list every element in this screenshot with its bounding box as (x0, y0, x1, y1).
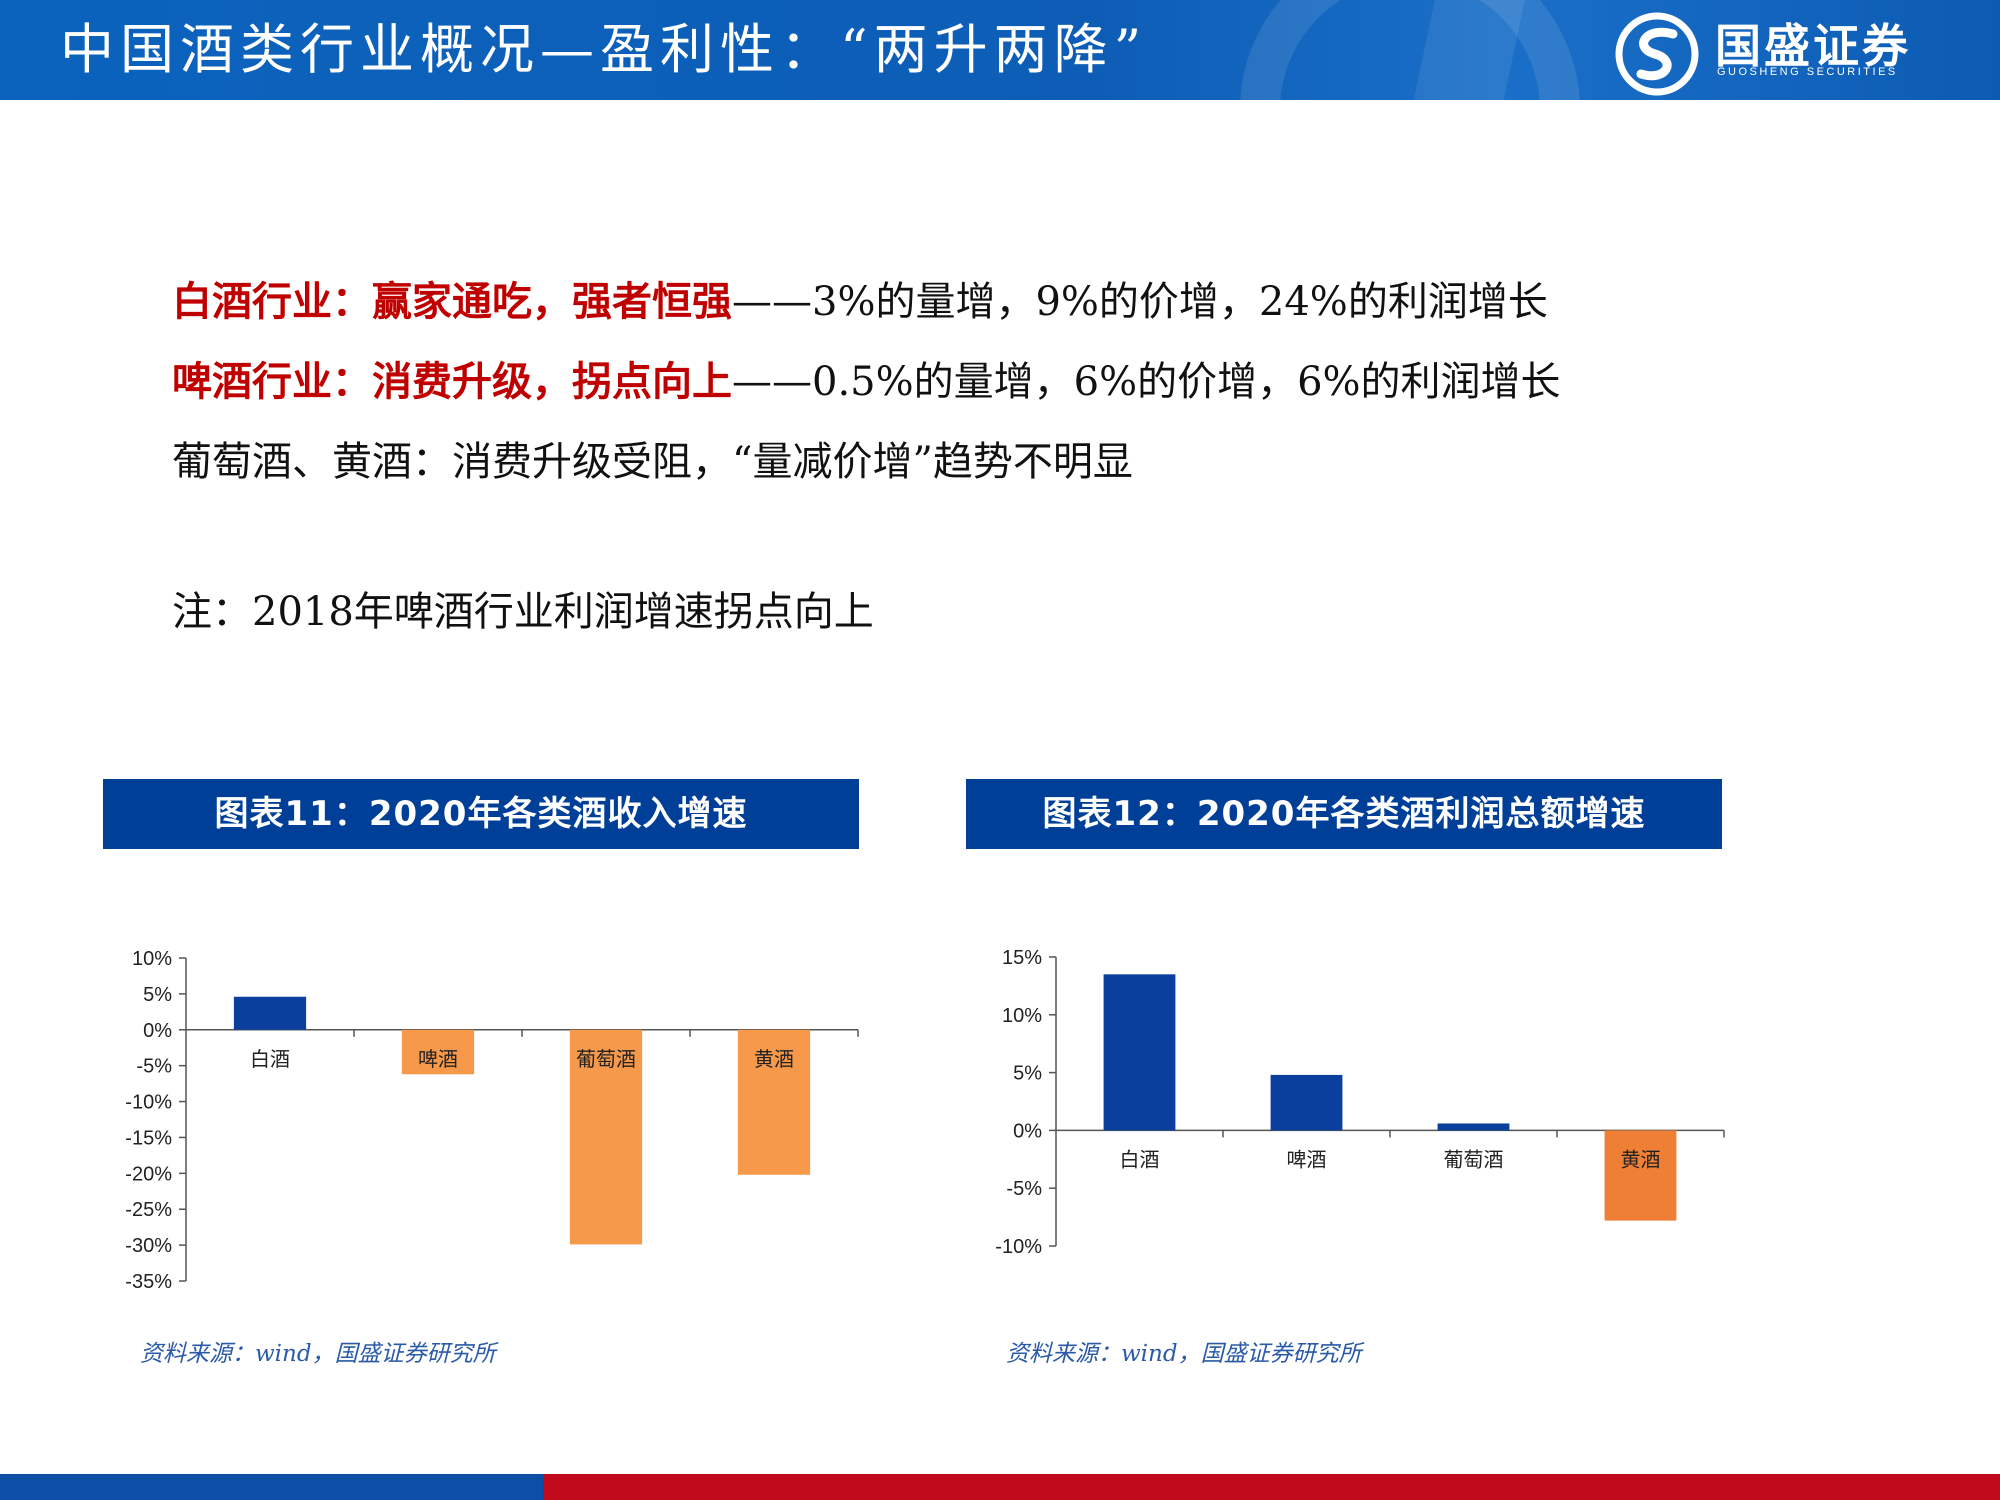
bar-1-1 (401, 1029, 475, 1075)
y-tick-label: -35% (125, 1271, 172, 1293)
revenue-growth-chart: 10% 5% 0% -5% -10% -15% -20% -25% -30% -35% 白酒 啤酒 葡萄… (125, 948, 859, 1293)
y-tick-label: -30% (125, 1235, 172, 1257)
x-category-label: 葡萄酒 (1444, 1147, 1504, 1171)
footer-bar-blue (0, 1474, 543, 1500)
y-tick-label: 10% (1002, 1005, 1042, 1027)
chart-title-profit: 图表12：2020年各类酒利润总额增速 (966, 779, 1722, 849)
bar-2-0 (1103, 974, 1176, 1131)
summary-line-baijiu: 白酒行业：赢家通吃，强者恒强——3%的量增，9%的价增，24%的利润增长 (172, 262, 1561, 342)
line-highlight: 啤酒行业：消费升级，拐点向上 (172, 358, 732, 405)
y-tick-label: 10% (132, 948, 172, 970)
source-note: 资料来源：wind，国盛证券研究所 (1006, 1341, 1362, 1367)
bar-2-2 (1437, 1123, 1510, 1131)
bar-2-3 (1604, 1130, 1677, 1221)
x-category-label: 白酒 (1120, 1147, 1160, 1171)
y-tick-label: 5% (143, 984, 172, 1006)
logo-subtext: GUOSHENG SECURITIES (1717, 66, 1898, 78)
profit-growth-chart: 15% 10% 5% 0% -5% -10% 白酒 啤酒 葡萄酒 黄酒 (995, 947, 1725, 1258)
logo-text: 国盛证券 (1715, 19, 1911, 73)
y-tick-label: 5% (1013, 1063, 1042, 1085)
line-text: 葡萄酒、黄酒：消费升级受阻，“量减价增”趋势不明显 (172, 439, 1133, 485)
y-tick-label: -25% (125, 1199, 172, 1221)
bar-1-2 (569, 1029, 643, 1245)
note-text: 注：2018年啤酒行业利润增速拐点向上 (172, 589, 874, 635)
y-tick-label: -10% (125, 1092, 172, 1114)
line-text: ——0.5%的量增，6%的价增，6%的利润增长 (732, 359, 1561, 405)
x-category-label: 黄酒 (1621, 1147, 1661, 1171)
y-tick-label: -20% (125, 1163, 172, 1185)
y-tick-label: -10% (995, 1236, 1042, 1258)
bar-1-0 (233, 996, 307, 1030)
x-category-label: 啤酒 (418, 1047, 458, 1071)
y-tick-label: 0% (143, 1020, 172, 1042)
summary-line-wine: 葡萄酒、黄酒：消费升级受阻，“量减价增”趋势不明显 (172, 422, 1561, 502)
logo-emblem-icon (1615, 12, 1699, 96)
x-category-label: 啤酒 (1287, 1147, 1327, 1171)
line-highlight: 白酒行业：赢家通吃，强者恒强 (172, 278, 732, 325)
bar-2-1 (1270, 1074, 1343, 1131)
y-tick-label: 0% (1013, 1120, 1042, 1142)
summary-line-beer: 啤酒行业：消费升级，拐点向上——0.5%的量增，6%的价增，6%的利润增长 (172, 342, 1561, 422)
x-category-label: 葡萄酒 (576, 1047, 636, 1071)
bar-1-3 (737, 1029, 811, 1175)
source-note: 资料来源：wind，国盛证券研究所 (140, 1341, 496, 1367)
header-bar: 中国酒类行业概况—盈利性：“两升两降” 国盛证券 GUOSHENG SECURI… (0, 0, 2000, 100)
y-tick-label: -5% (136, 1056, 172, 1078)
y-tick-label: -15% (125, 1127, 172, 1149)
chart-title-revenue: 图表11：2020年各类酒收入增速 (103, 779, 859, 849)
x-category-label: 黄酒 (754, 1047, 794, 1071)
company-logo: 国盛证券 GUOSHENG SECURITIES (1615, 8, 1955, 96)
summary-lines: 白酒行业：赢家通吃，强者恒强——3%的量增，9%的价增，24%的利润增长 啤酒行… (172, 262, 1561, 502)
page-title: 中国酒类行业概况—盈利性：“两升两降” (60, 18, 1148, 81)
header-decoration (1240, 0, 1580, 100)
y-tick-label: 15% (1002, 947, 1042, 969)
y-tick-label: -5% (1006, 1178, 1042, 1200)
footer-bar-red (543, 1474, 2000, 1500)
line-text: ——3%的量增，9%的价增，24%的利润增长 (732, 279, 1548, 325)
x-category-label: 白酒 (250, 1047, 290, 1071)
